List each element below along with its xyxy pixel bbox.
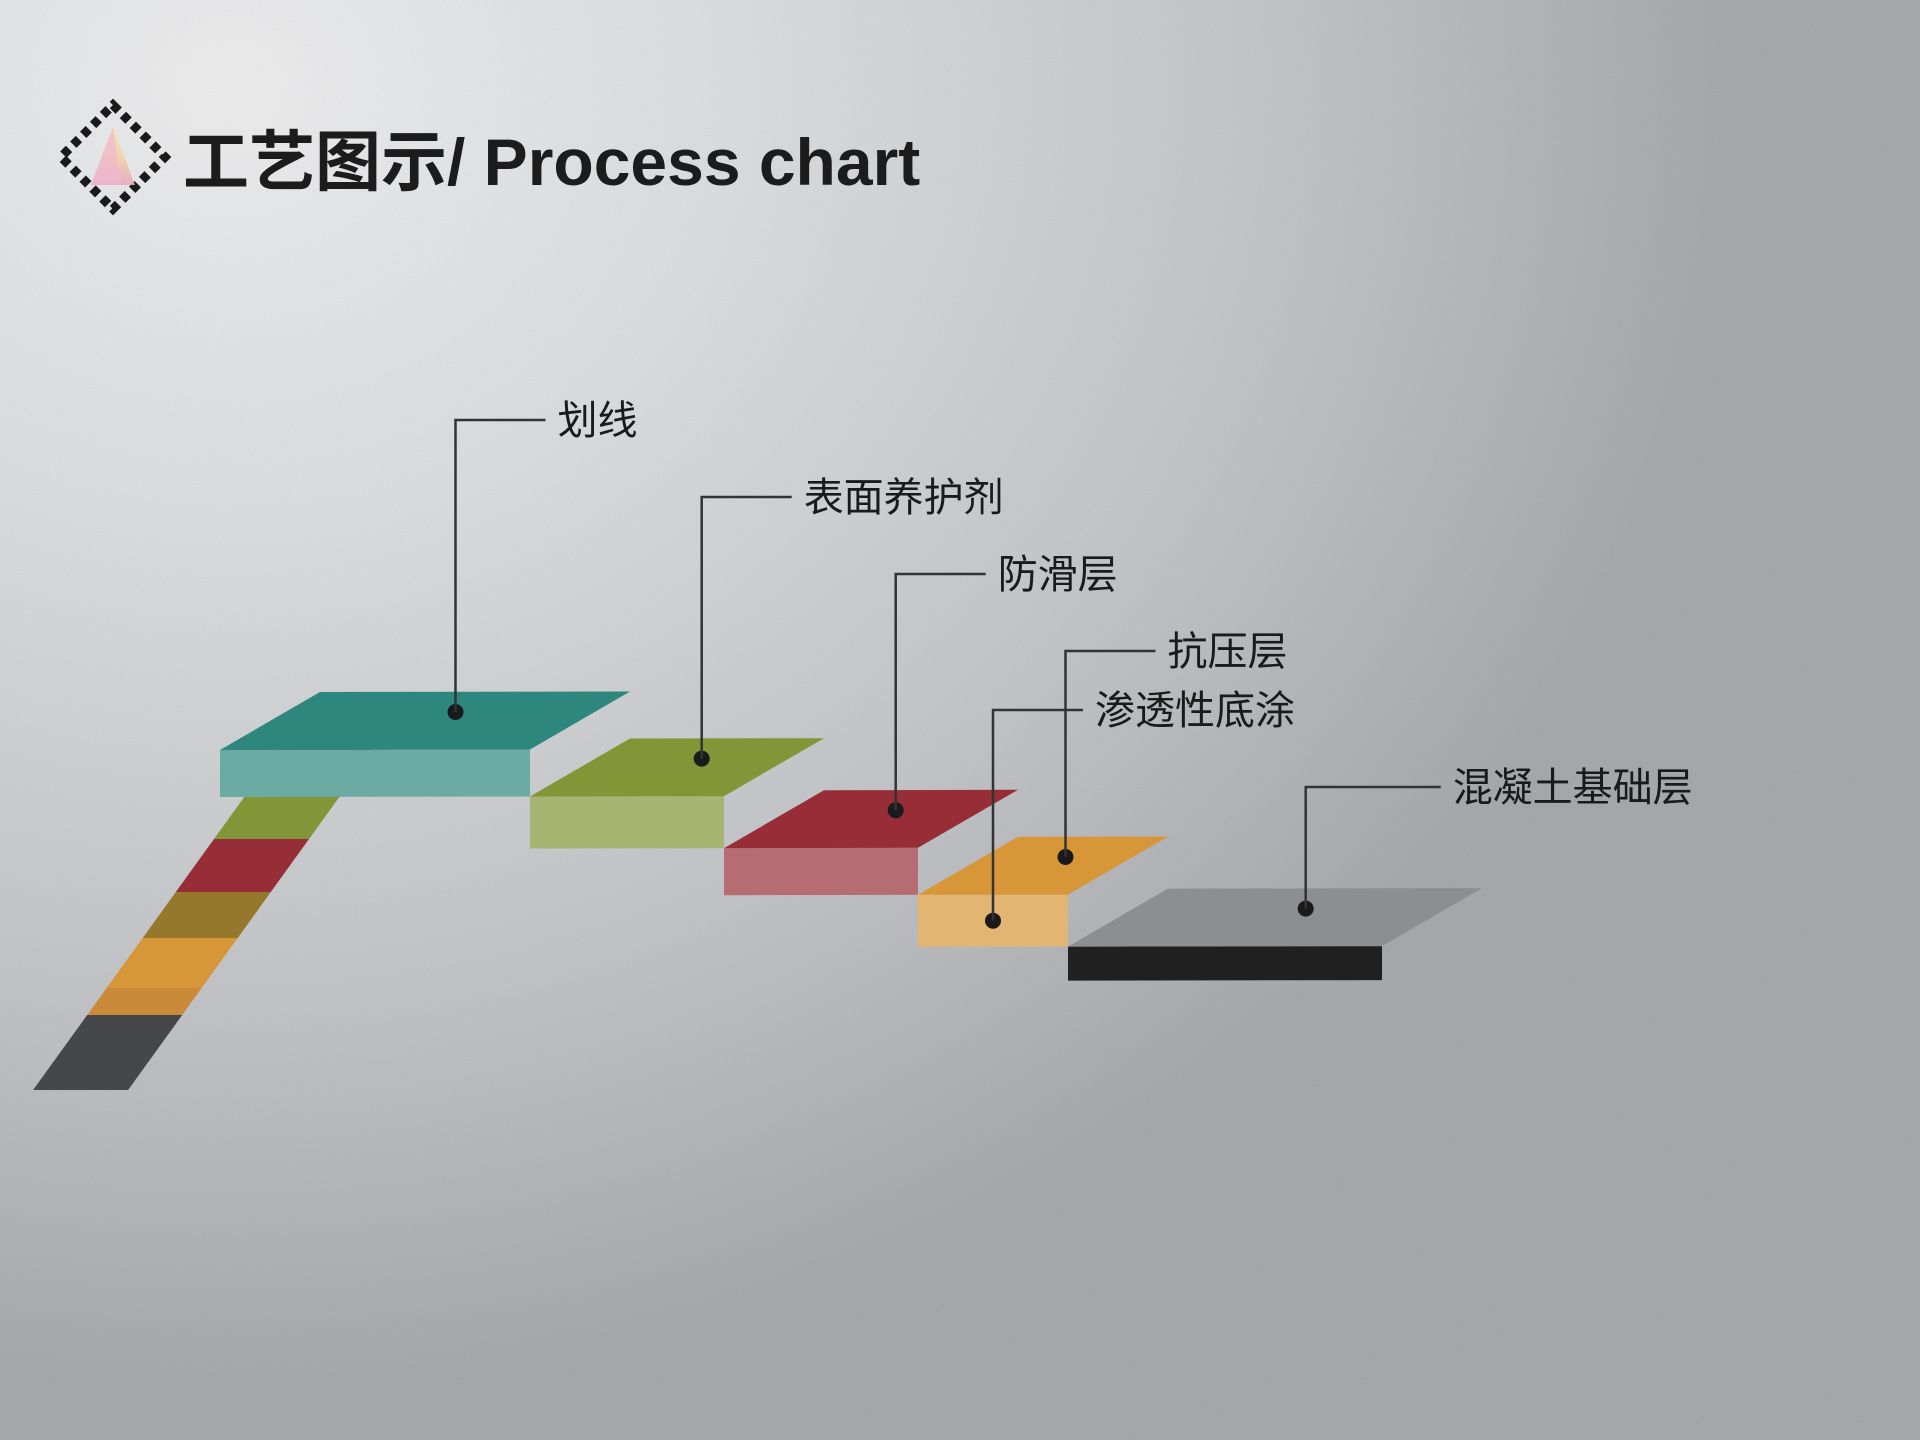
svg-text:渗透性底涂: 渗透性底涂	[1095, 689, 1295, 733]
svg-text:工艺图示/ Process chart: 工艺图示/ Process chart	[183, 125, 920, 199]
svg-text:抗压层: 抗压层	[1168, 630, 1288, 674]
svg-text:表面养护剂: 表面养护剂	[804, 476, 1004, 520]
svg-text:划线: 划线	[558, 399, 638, 443]
svg-text:混凝土基础层: 混凝土基础层	[1453, 766, 1693, 810]
svg-text:防滑层: 防滑层	[998, 553, 1118, 597]
